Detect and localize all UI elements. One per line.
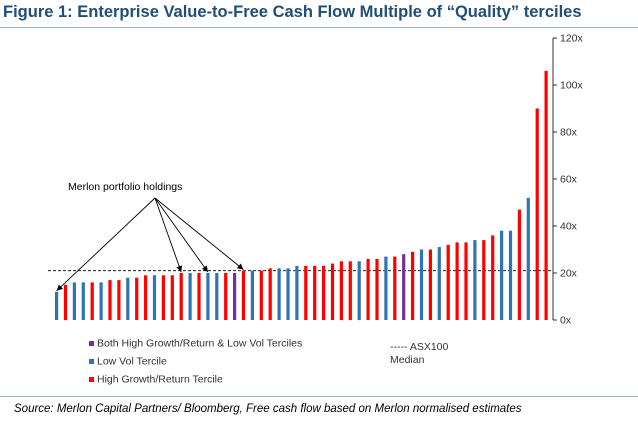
bar-both bbox=[402, 254, 406, 320]
median-legend: ----- ASX100 Median bbox=[390, 341, 449, 366]
bar-low_vol bbox=[473, 240, 477, 320]
annotation-arrow bbox=[56, 197, 156, 292]
bar-low_vol bbox=[81, 282, 85, 320]
annotation-label: Merlon portfolio holdings bbox=[68, 181, 182, 193]
bar-low_vol bbox=[277, 268, 281, 320]
bar-growth bbox=[197, 273, 201, 320]
ev-fcf-bar-chart: 0x 20x 40x 60x 80x 100x 120x Merlon portfolio … bbox=[48, 33, 584, 386]
legend-label: High Growth/Return Tercile bbox=[97, 374, 223, 386]
y-tick-label: 60x bbox=[560, 174, 578, 186]
y-tick-label: 120x bbox=[560, 33, 584, 45]
bar-low_vol bbox=[215, 273, 219, 320]
bar-low_vol bbox=[419, 249, 424, 320]
y-tick-label: 20x bbox=[560, 268, 578, 280]
bar-growth bbox=[535, 108, 539, 320]
bar-low_vol bbox=[206, 273, 210, 320]
arrow-head bbox=[176, 265, 183, 272]
figure-title: Figure 1: Enterprise Value-to-Free Cash … bbox=[0, 0, 638, 28]
bar-growth bbox=[366, 258, 370, 320]
bar-growth bbox=[455, 242, 459, 320]
bar-growth bbox=[544, 70, 548, 321]
bar-low_vol bbox=[72, 282, 76, 320]
bar-growth bbox=[313, 265, 317, 320]
holdings-annotation: Merlon portfolio holdings bbox=[56, 181, 244, 292]
bar-growth bbox=[241, 270, 246, 320]
bar-growth bbox=[135, 277, 139, 320]
bar-low_vol bbox=[152, 275, 157, 320]
bar-growth bbox=[63, 284, 68, 321]
median-legend-label: ----- ASX100 Median bbox=[390, 341, 449, 366]
bar-growth bbox=[393, 256, 397, 320]
bar-growth bbox=[224, 273, 228, 320]
bar-growth bbox=[482, 240, 486, 320]
bar-growth bbox=[117, 280, 121, 320]
bar-growth bbox=[491, 235, 495, 320]
bar-low_vol bbox=[126, 277, 130, 320]
bar-low_vol bbox=[384, 256, 388, 320]
bar-low_vol bbox=[437, 247, 441, 320]
source-note: Source: Merlon Capital Partners/ Bloombe… bbox=[0, 396, 638, 428]
bar-growth bbox=[464, 242, 468, 320]
bar-growth bbox=[108, 280, 112, 320]
bar-growth bbox=[428, 249, 432, 320]
bar-growth bbox=[411, 251, 415, 320]
legend: Both High Growth/Return & Low Vol Tercil… bbox=[89, 338, 302, 386]
bar-growth bbox=[90, 282, 94, 320]
bar-series bbox=[55, 70, 548, 321]
bar-low_vol bbox=[526, 197, 530, 320]
bar-growth bbox=[144, 275, 148, 320]
bar-growth bbox=[304, 265, 308, 320]
y-tick-label: 80x bbox=[560, 127, 578, 139]
legend-swatch bbox=[89, 341, 94, 346]
y-tick-label: 100x bbox=[560, 80, 584, 92]
bar-low_vol bbox=[99, 282, 103, 320]
bar-growth bbox=[339, 261, 343, 321]
bar-both bbox=[233, 273, 237, 320]
bar-growth bbox=[268, 268, 272, 320]
legend-label: Low Vol Tercile bbox=[97, 356, 167, 368]
bar-growth bbox=[322, 265, 326, 320]
bar-growth bbox=[375, 258, 379, 320]
arrow-head bbox=[236, 263, 244, 270]
bar-low_vol bbox=[286, 268, 290, 320]
bar-low_vol bbox=[250, 270, 254, 320]
bar-growth bbox=[259, 270, 263, 320]
y-axis: 0x 20x 40x 60x 80x 100x 120x bbox=[552, 33, 584, 327]
legend-label: Both High Growth/Return & Low Vol Tercil… bbox=[97, 338, 302, 350]
bar-growth bbox=[170, 275, 174, 320]
legend-swatch bbox=[89, 359, 94, 364]
bar-growth bbox=[348, 261, 352, 321]
annotation-arrow bbox=[154, 197, 209, 273]
arrow-head bbox=[56, 284, 64, 291]
bar-low_vol bbox=[508, 230, 513, 320]
annotation-arrow bbox=[154, 197, 244, 270]
bar-low_vol bbox=[357, 261, 361, 321]
bar-low_vol bbox=[500, 230, 504, 320]
arrow-head bbox=[201, 265, 208, 272]
bar-growth bbox=[179, 273, 183, 320]
y-tick-label: 40x bbox=[560, 221, 578, 233]
legend-swatch bbox=[89, 377, 94, 382]
bar-growth bbox=[446, 244, 450, 320]
bar-low_vol bbox=[295, 265, 299, 320]
bar-low_vol bbox=[188, 273, 192, 320]
bar-growth bbox=[517, 209, 521, 320]
bar-low_vol bbox=[55, 291, 59, 320]
annotation-arrow bbox=[154, 197, 182, 273]
y-tick-label: 0x bbox=[560, 315, 572, 327]
bar-growth bbox=[161, 275, 165, 320]
bar-growth bbox=[330, 263, 335, 320]
